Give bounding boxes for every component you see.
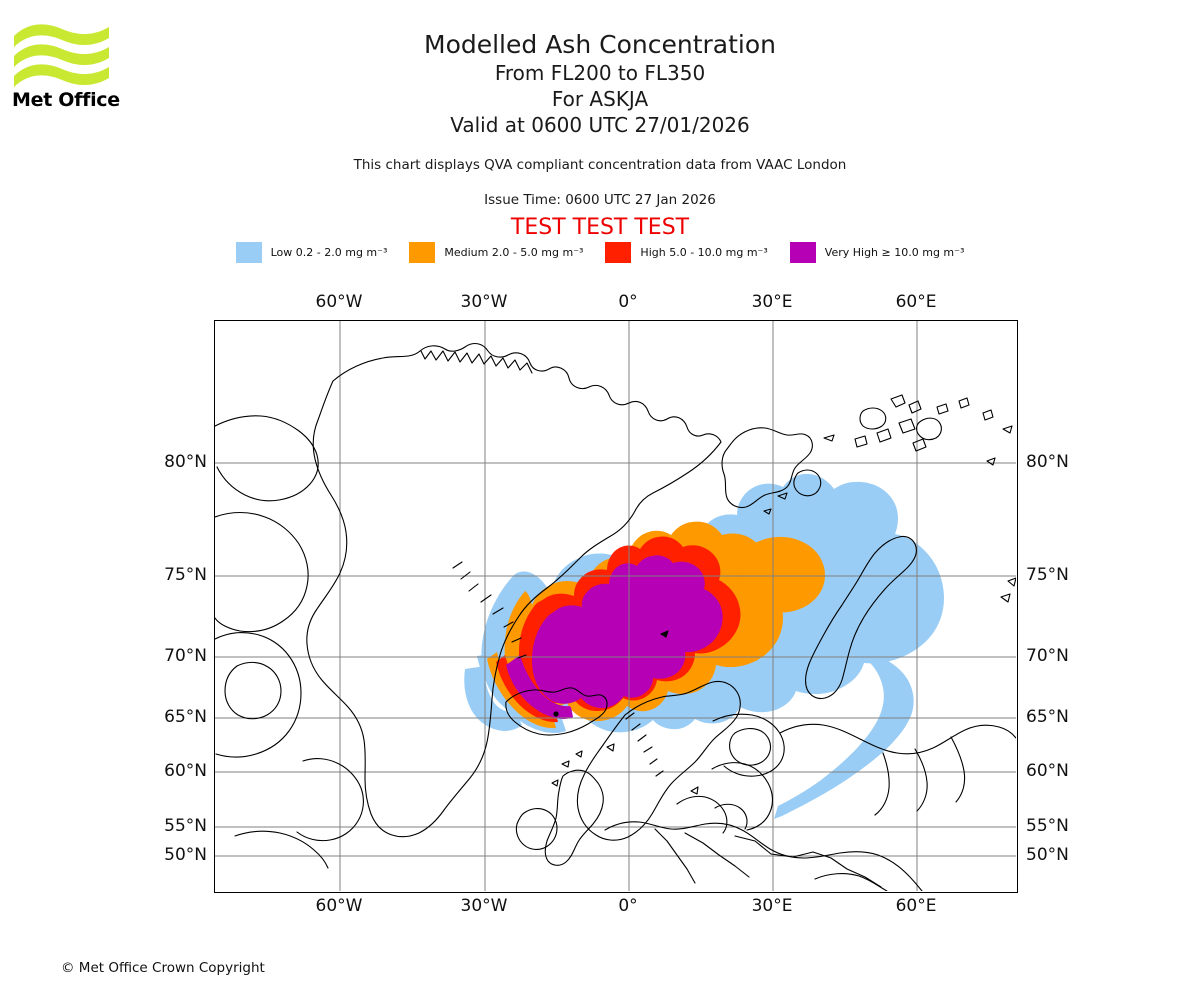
lat-label-left-60n: 60°N [164,761,207,781]
lat-label-right-55n: 55°N [1026,816,1069,836]
lat-label-left-65n: 65°N [164,707,207,727]
lat-label-left-70n: 70°N [164,646,207,666]
lat-label-left-55n: 55°N [164,816,207,836]
volcano-marker-askja [553,711,559,717]
legend-item-low: Low 0.2 - 2.0 mg m⁻³ [235,242,388,263]
coastline-hudson-bay [224,661,282,720]
coastline-svalbard-islets [763,492,788,515]
met-office-wordmark: Met Office [12,89,120,111]
coastline-ob-yenisei-gulfs [874,736,966,816]
legend-swatch-high [605,242,632,263]
coastline-nova-scotia [234,830,329,869]
ash-contour-low-east-arm [774,655,914,819]
ash-contour-very-high-iceland [530,688,573,720]
coastline-svalbard-edgeoya [793,469,822,497]
legend-label-medium: Medium 2.0 - 5.0 mg m⁻³ [444,246,584,259]
coastline-baltic-sea [711,762,773,831]
legend-swatch-medium [409,242,436,263]
met-office-logo: Met Office [12,20,122,115]
legend-item-high: High 5.0 - 10.0 mg m⁻³ [605,242,768,263]
lon-label-bottom-60e: 60°E [895,896,937,916]
ash-contour-low-south-trail [464,666,522,731]
coastline-europe-mainland [604,821,923,891]
coastline-right-edge-islands [986,425,1016,603]
qva-note: This chart displays QVA compliant concen… [353,157,847,173]
lon-label-top-60w: 60°W [315,292,363,312]
coastline-ireland [515,808,558,850]
map-gridlines [215,321,1016,891]
coastline-greenland-east-fjords [452,561,527,659]
legend-swatch-very-high [789,242,816,263]
concentration-legend: Low 0.2 - 2.0 mg m⁻³ Medium 2.0 - 5.0 mg… [0,242,1200,263]
lat-label-left-80n: 80°N [164,452,207,472]
coastline-kola-peninsula [712,713,785,777]
lon-label-bottom-60w: 60°W [315,896,363,916]
chart-title-block: Modelled Ash Concentration From FL200 to… [0,30,1200,138]
legend-swatch-low [235,242,262,263]
coastlines-layer [215,342,1016,891]
ash-concentration-map[interactable] [214,320,1018,893]
coastline-labrador-newfoundland [296,758,364,842]
coastline-iceland [505,687,608,736]
met-office-waves-icon [14,24,109,87]
coastline-scandinavia [576,680,741,841]
coastline-novaya-zemlya [804,535,917,700]
ash-contour-very-high-se-tongue [506,655,572,719]
copyright-notice: © Met Office Crown Copyright [61,960,265,976]
lat-label-right-65n: 65°N [1026,707,1069,727]
ash-plume-layer [464,473,944,819]
lat-label-right-80n: 80°N [1026,452,1069,472]
map-canvas [215,321,1016,891]
lat-label-right-75n: 75°N [1026,565,1069,585]
lon-label-bottom-0: 0° [618,896,638,916]
lon-label-top-60e: 60°E [895,292,937,312]
legend-item-very-high: Very High ≥ 10.0 mg m⁻³ [789,242,965,263]
test-banner: TEST TEST TEST [510,215,690,240]
lat-label-right-60n: 60°N [1026,761,1069,781]
legend-label-high: High 5.0 - 10.0 mg m⁻³ [640,246,768,259]
coastline-greenland-northeast [420,350,533,374]
valid-time-title: Valid at 0600 UTC 27/01/2026 [450,113,750,137]
flight-level-title: From FL200 to FL350 [494,61,706,85]
legend-label-low: Low 0.2 - 2.0 mg m⁻³ [270,246,388,259]
coastline-canadian-mainland [215,632,302,758]
coastline-franz-josef-land [854,394,994,452]
lon-label-bottom-30e: 30°E [751,896,793,916]
coastline-norway-fjords [625,712,664,777]
coastline-russia-arctic [779,723,1016,755]
coastline-black-sea-area [814,873,888,891]
legend-item-medium: Medium 2.0 - 5.0 mg m⁻³ [409,242,583,263]
coastline-denmark-baltic [676,786,748,834]
volcano-title: For ASKJA [551,87,649,111]
coastline-great-britain [544,769,604,866]
coastline-white-sea [729,728,772,766]
coastline-baffin-island [215,511,309,633]
lon-label-top-0: 0° [618,292,638,312]
map-frame [214,320,1018,893]
coastline-faroe-islands [606,743,615,752]
coastline-europe-borders [654,828,882,888]
coastline-hebrides-orkney [551,750,583,787]
lat-label-left-75n: 75°N [164,565,207,585]
lon-label-bottom-30w: 30°W [460,896,508,916]
ash-contour-medium-east-lobe [739,536,825,613]
coastline-jan-mayen [660,630,669,638]
ash-contour-very-high [532,555,723,708]
lat-label-left-50n: 50°N [164,845,207,865]
coastline-greenland [306,342,722,838]
lat-label-right-70n: 70°N [1026,646,1069,666]
issue-time: Issue Time: 0600 UTC 27 Jan 2026 [484,192,716,208]
coastline-svalbard [721,427,813,509]
page-title: Modelled Ash Concentration [424,30,776,59]
coastline-ellesmere-island [215,415,319,502]
legend-label-very-high: Very High ≥ 10.0 mg m⁻³ [824,246,965,259]
lat-label-right-50n: 50°N [1026,845,1069,865]
coastline-bear-island [823,434,835,442]
lon-label-top-30e: 30°E [751,292,793,312]
lon-label-top-30w: 30°W [460,292,508,312]
